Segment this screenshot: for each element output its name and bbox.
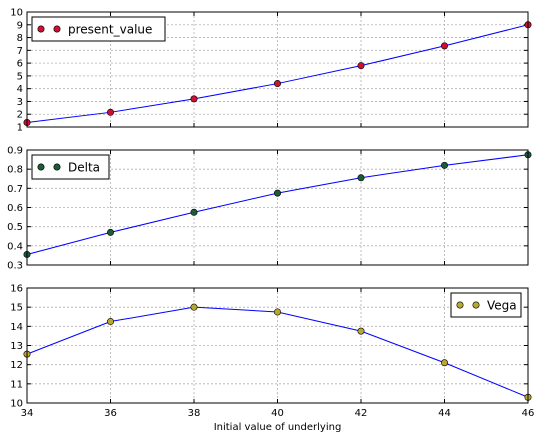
legend-label: present_value [68,23,152,37]
y-tick-label: 4 [17,84,23,95]
y-tick-label: 0.6 [7,203,23,214]
axes-frame [26,11,529,128]
data-point [107,318,115,326]
data-point [273,308,281,316]
data-point [440,42,448,50]
data-point [273,189,281,197]
legend-marker [37,163,45,171]
legend-label: Delta [68,161,100,175]
y-tick-label: 12 [10,360,23,371]
legend-marker [53,25,61,33]
x-axis-label: Initial value of underlying [214,422,342,433]
x-tick-label: 34 [21,408,34,419]
data-point [107,228,115,236]
data-point [440,161,448,169]
data-point [357,174,365,182]
y-tick-label: 10 [10,399,23,410]
legend-label: Vega [487,299,517,313]
x-tick-label: 44 [438,408,451,419]
data-point [107,108,115,116]
data-point [357,327,365,335]
data-point [190,303,198,311]
legend-marker [37,25,45,33]
y-tick-label: 11 [10,379,23,390]
x-tick-label: 36 [104,408,117,419]
data-point [357,62,365,70]
y-tick-label: 0.3 [7,261,23,272]
y-tick-label: 2 [17,110,23,121]
y-tick-label: 16 [10,284,23,295]
y-tick-label: 0.7 [7,184,23,195]
y-tick-label: 14 [10,322,23,333]
axes-frame [26,287,529,404]
y-tick-label: 0.8 [7,165,23,176]
axes-frame [26,149,529,266]
data-point [273,80,281,88]
legend: present_value [31,16,166,42]
y-tick-label: 15 [10,303,23,314]
y-tick-label: 9 [17,20,23,31]
legend: Vega [450,292,522,318]
x-tick-label: 46 [522,408,535,419]
y-tick-label: 7 [17,46,23,57]
x-tick-label: 38 [188,408,201,419]
x-tick-label: 42 [355,408,368,419]
y-tick-label: 0.9 [7,146,23,157]
y-tick-label: 13 [10,341,23,352]
y-tick-label: 0.5 [7,222,23,233]
data-point [190,95,198,103]
y-tick-label: 10 [10,8,23,19]
legend-marker [53,163,61,171]
legend-box [31,154,110,180]
data-point [190,208,198,216]
subplot-1: 1 2 3 4 56 7 8 910 present_value [10,8,532,134]
legend-marker [472,301,480,309]
subplot-3: 10 11 12 13 14 15 16 34 36 38 40 42 44 46 Vega Initial … [10,284,534,434]
subplot-2: 0.3 0.4 0.5 0.6 0.7 0.8 0.9 Delta [7,146,532,272]
legend: Delta [31,154,110,180]
x-tick-label: 40 [271,408,284,419]
y-tick-label: 8 [17,33,23,44]
y-tick-label: 3 [17,97,23,108]
y-tick-label: 6 [17,59,23,70]
y-tick-label: 5 [17,71,23,82]
y-tick-label: 0.4 [7,241,23,252]
y-tick-label: 1 [17,123,23,134]
data-point [440,359,448,367]
legend-marker [456,301,464,309]
